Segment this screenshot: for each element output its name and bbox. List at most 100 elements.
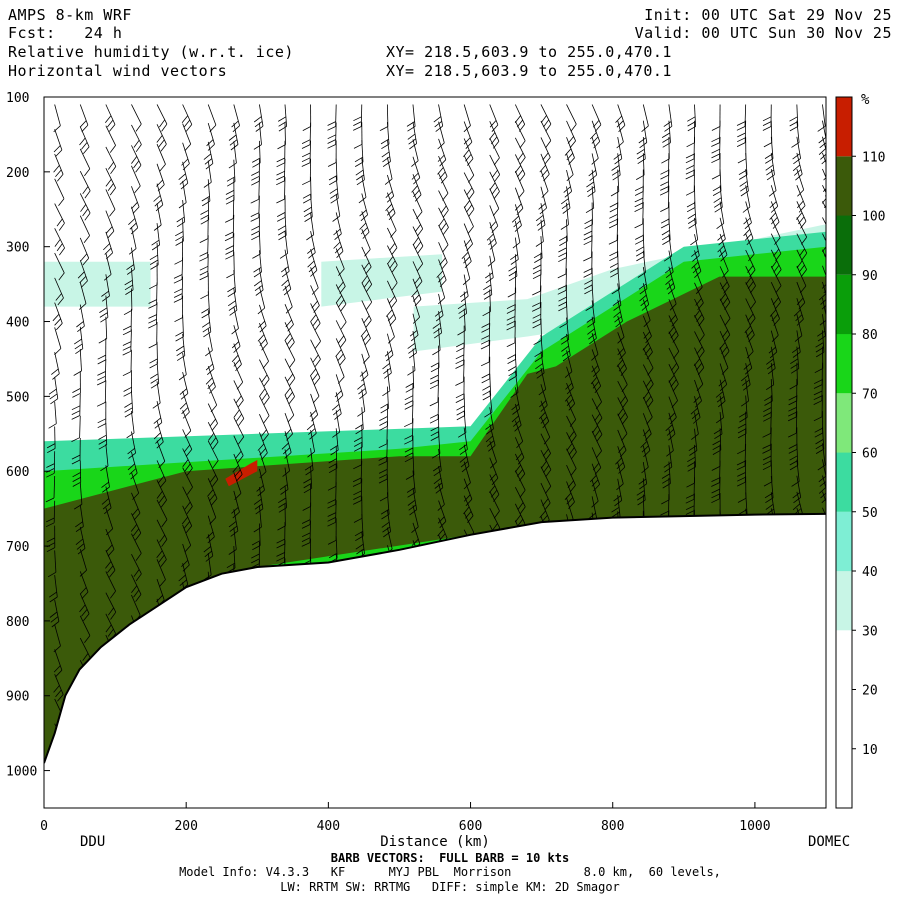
wind-barb (538, 400, 550, 429)
wind-barb (224, 214, 235, 242)
wind-barb (127, 431, 136, 459)
wind-barb (566, 415, 577, 444)
wind-barb (332, 194, 341, 222)
wind-barb (566, 432, 577, 460)
wind-barb (564, 383, 576, 411)
wind-barb (100, 444, 109, 472)
wind-barb (591, 430, 602, 459)
wind-barb (642, 348, 654, 376)
wind-barb (310, 267, 319, 295)
xy-range-rh: XY= 218.5,603.9 to 255.0,470.1 (386, 43, 672, 61)
barb-note: BARB VECTORS: FULL BARB = 10 kts (330, 851, 570, 865)
wind-barb (131, 533, 142, 561)
model-title: AMPS 8-km WRF (8, 6, 132, 24)
wind-barb (328, 158, 338, 186)
wind-barb (258, 304, 267, 333)
wind-barb (641, 104, 649, 133)
wind-barb (736, 120, 747, 147)
wind-barb (178, 180, 187, 209)
wind-barb (432, 311, 442, 339)
wind-barb (128, 206, 139, 235)
wind-barb (540, 449, 552, 478)
wind-barb (559, 219, 568, 246)
colorbar-swatch (836, 215, 852, 275)
wind-barb (75, 526, 86, 555)
wind-barb (353, 104, 363, 131)
wind-barb (770, 265, 782, 294)
wind-barb (404, 418, 414, 445)
wind-barb (79, 571, 89, 599)
wind-barb (327, 482, 337, 509)
wind-barb (361, 246, 372, 275)
colorbar-swatch (836, 97, 852, 157)
wind-barb (591, 137, 599, 165)
wind-barb (636, 478, 646, 506)
wind-barb (122, 349, 132, 377)
wind-barb (53, 674, 64, 702)
colorbar-swatch (836, 630, 852, 690)
colorbar-swatch (836, 511, 852, 572)
wind-barb (615, 104, 626, 133)
wind-barb (407, 121, 417, 150)
wind-barb (253, 268, 264, 296)
wind-barb (334, 374, 344, 402)
wind-barb (327, 500, 337, 527)
wind-barb (79, 593, 90, 621)
wind-barb (173, 276, 184, 303)
colorbar-label: 110 (862, 150, 885, 165)
wind-barb (181, 505, 193, 534)
wind-barb (303, 466, 313, 494)
wind-barb (742, 185, 751, 213)
wind-barb (438, 242, 448, 270)
wind-barb (437, 276, 446, 305)
wind-barb (153, 183, 164, 212)
y-tick-label: 400 (6, 316, 29, 331)
wind-barb (407, 487, 418, 516)
wind-barb (280, 249, 290, 278)
wind-barb (79, 171, 91, 199)
wind-barb (251, 213, 260, 241)
wind-barb (514, 437, 525, 465)
wind-barb (668, 396, 677, 425)
wind-barb (712, 169, 722, 196)
wind-barb (405, 365, 415, 393)
wind-barb (284, 285, 293, 314)
xy-range-wind: XY= 218.5,603.9 to 255.0,470.1 (386, 62, 672, 80)
wind-barb (608, 218, 619, 245)
wind-barb (53, 153, 64, 182)
wind-barb (461, 240, 472, 269)
wind-barb (182, 486, 193, 514)
colorbar-label: 80 (862, 328, 878, 343)
wind-barb (687, 201, 697, 229)
wind-barb (538, 186, 547, 215)
wind-barb (335, 248, 345, 276)
wind-barb (791, 330, 801, 358)
wind-barb (79, 549, 87, 577)
wind-barb (642, 396, 653, 425)
wind-barb (233, 361, 244, 390)
wind-barb (181, 104, 193, 132)
wind-barb (156, 104, 168, 132)
wind-barb (769, 201, 780, 229)
wind-barb (691, 234, 700, 262)
wind-barb (540, 417, 551, 445)
wind-barb (583, 235, 593, 262)
wind-barb (250, 195, 260, 222)
wind-barb (821, 265, 826, 294)
wind-barb (480, 339, 491, 367)
wind-barb (740, 379, 749, 407)
wind-barb (71, 437, 81, 465)
wind-barb (636, 153, 645, 180)
wind-barb (736, 104, 747, 131)
wind-barb (736, 443, 747, 471)
wind-barb (54, 203, 65, 231)
wind-barb (98, 316, 108, 344)
wind-barb (616, 120, 624, 149)
rh-region-40-0 (44, 261, 151, 307)
wind-barb (813, 378, 823, 405)
wind-barb (514, 137, 526, 165)
wind-barb (46, 426, 56, 454)
wind-barb (411, 174, 422, 202)
wind-barb (412, 261, 423, 289)
wind-barb (789, 443, 799, 471)
